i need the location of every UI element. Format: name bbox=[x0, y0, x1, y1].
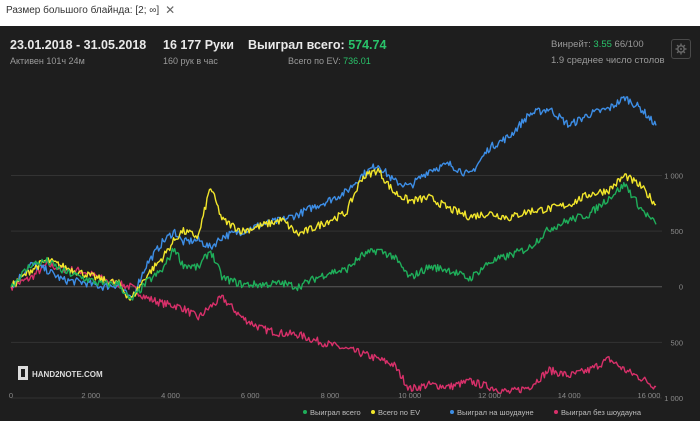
x-tick-label: 14 000 bbox=[558, 391, 581, 400]
date-range: 23.01.2018 - 31.05.2018 bbox=[10, 38, 147, 52]
legend-label: Выиграл всего bbox=[310, 408, 361, 417]
winrate-label: Винрейт: bbox=[551, 39, 591, 50]
won-total: Выиграл всего: 574.74 bbox=[248, 38, 386, 52]
y-tick-label: 0 bbox=[679, 283, 683, 292]
x-tick-label: 12 000 bbox=[478, 391, 501, 400]
y-tick-label: 500 bbox=[670, 338, 683, 347]
won-label: Выиграл всего: bbox=[248, 38, 345, 52]
x-tick-label: 8 000 bbox=[321, 391, 340, 400]
y-tick-label: 1 000 bbox=[664, 171, 683, 180]
avg-tables: 1.9 среднее число столов bbox=[551, 55, 665, 66]
y-tick-label: 500 bbox=[670, 227, 683, 236]
filter-bar: Размер большого блайнда: [2; ∞] ✕ bbox=[0, 0, 700, 24]
logo-text: HAND2NOTE.COM bbox=[32, 370, 103, 379]
filter-chip[interactable]: Размер большого блайнда: [2; ∞] ✕ bbox=[6, 3, 175, 17]
x-tick-label: 10 000 bbox=[398, 391, 421, 400]
legend-item[interactable]: Выиграл всего bbox=[303, 408, 361, 417]
bankroll-chart: 0 2 000 4 000 6 000 8 000 10 000 12 000 14 000 1… bbox=[9, 95, 683, 417]
legend-swatch bbox=[303, 410, 307, 414]
legend-label: Выиграл без шоудауна bbox=[561, 408, 642, 417]
series-line bbox=[10, 182, 657, 301]
legend-label: Выиграл на шоудауне bbox=[457, 408, 534, 417]
legend-swatch bbox=[450, 410, 454, 414]
graph-panel: 23.01.2018 - 31.05.2018 Активен 101ч 24м… bbox=[0, 26, 700, 421]
settings-button[interactable] bbox=[671, 39, 691, 59]
hand2note-logo: HAND2NOTE.COM bbox=[18, 366, 103, 380]
ev-value: 736.01 bbox=[343, 56, 371, 66]
series-line bbox=[10, 260, 657, 394]
x-tick-label: 16 000 bbox=[637, 391, 660, 400]
winrate-rest: 66/100 bbox=[614, 39, 644, 50]
winrate: Винрейт: 3.55 66/100 bbox=[551, 39, 644, 50]
winrate-value: 3.55 bbox=[593, 39, 612, 50]
legend-item[interactable]: Выиграл без шоудауна bbox=[554, 408, 642, 417]
hands-count: 16 177 Руки bbox=[163, 38, 234, 52]
series-line bbox=[10, 95, 657, 299]
legend-swatch bbox=[554, 410, 558, 414]
x-tick-label: 0 bbox=[9, 391, 13, 400]
y-tick-label: 1 000 bbox=[664, 394, 683, 403]
x-tick-label: 2 000 bbox=[81, 391, 100, 400]
x-tick-label: 4 000 bbox=[161, 391, 180, 400]
logo-mark-cut bbox=[21, 369, 25, 377]
legend-item[interactable]: Всего по EV bbox=[371, 408, 420, 417]
gear-icon bbox=[675, 43, 687, 55]
ev-label: Всего по EV: bbox=[288, 56, 341, 66]
legend-swatch bbox=[371, 410, 375, 414]
legend-label: Всего по EV bbox=[378, 408, 420, 417]
won-value: 574.74 bbox=[348, 38, 387, 52]
close-icon[interactable]: ✕ bbox=[165, 3, 176, 17]
hands-per-hour: 160 рук в час bbox=[163, 56, 218, 66]
chart-legend: Выиграл всего Всего по EV Выиграл на шоуда… bbox=[303, 408, 642, 417]
active-time: Активен 101ч 24м bbox=[10, 56, 85, 66]
legend-item[interactable]: Выиграл на шоудауне bbox=[450, 408, 534, 417]
x-tick-label: 6 000 bbox=[241, 391, 260, 400]
ev-total: Всего по EV: 736.01 bbox=[288, 56, 371, 66]
filter-label: Размер большого блайнда: [2; ∞] bbox=[6, 4, 160, 16]
